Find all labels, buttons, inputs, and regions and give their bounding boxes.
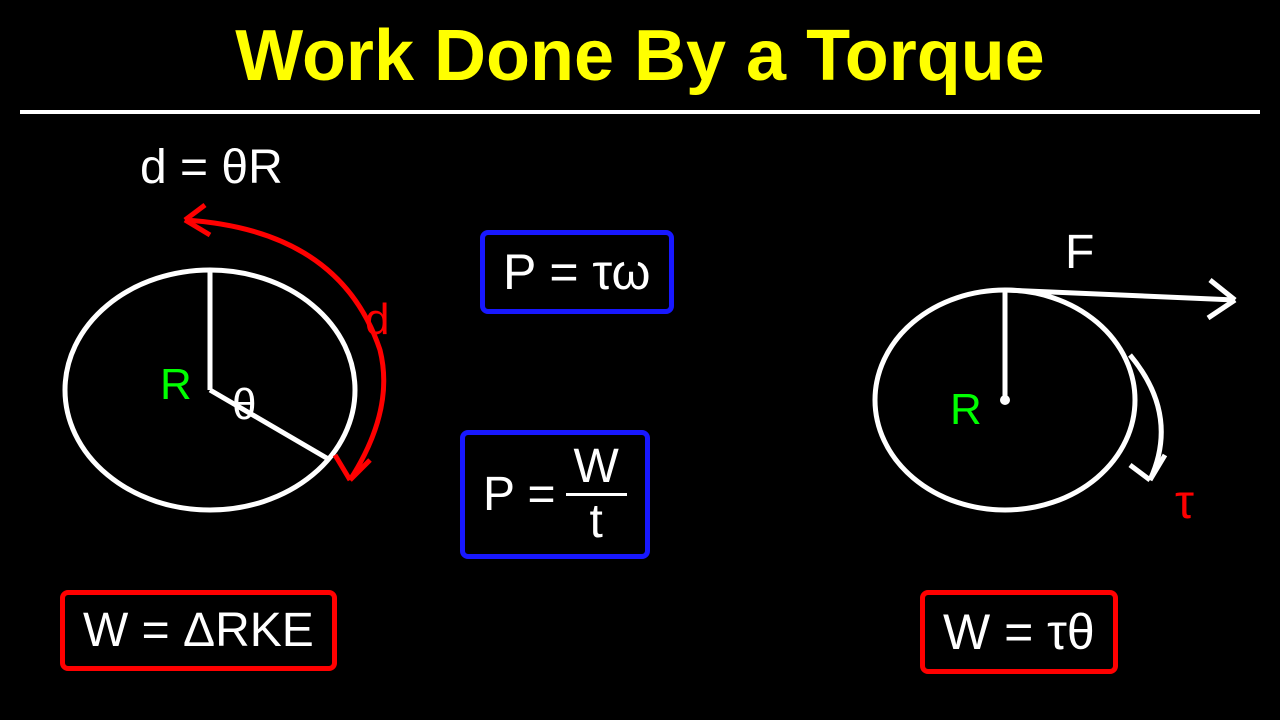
right-R-label: R [950,385,982,435]
left-R-label: R [160,360,192,410]
title-text: Work Done By a Torque [235,16,1044,96]
right-tau-label: τ [1175,475,1194,530]
title-underline [20,110,1260,114]
center-dot [1000,395,1010,405]
page-title: Work Done By a Torque [235,15,1044,97]
formula-power-torque: P = τω [480,230,674,314]
fraction: W t [566,443,627,546]
left-theta-label: θ [232,380,256,430]
left-d-label: d [365,295,389,345]
arc-d [185,220,384,480]
right-F-label: F [1065,225,1094,280]
angle-line [210,390,330,460]
right-diagram [800,180,1280,630]
